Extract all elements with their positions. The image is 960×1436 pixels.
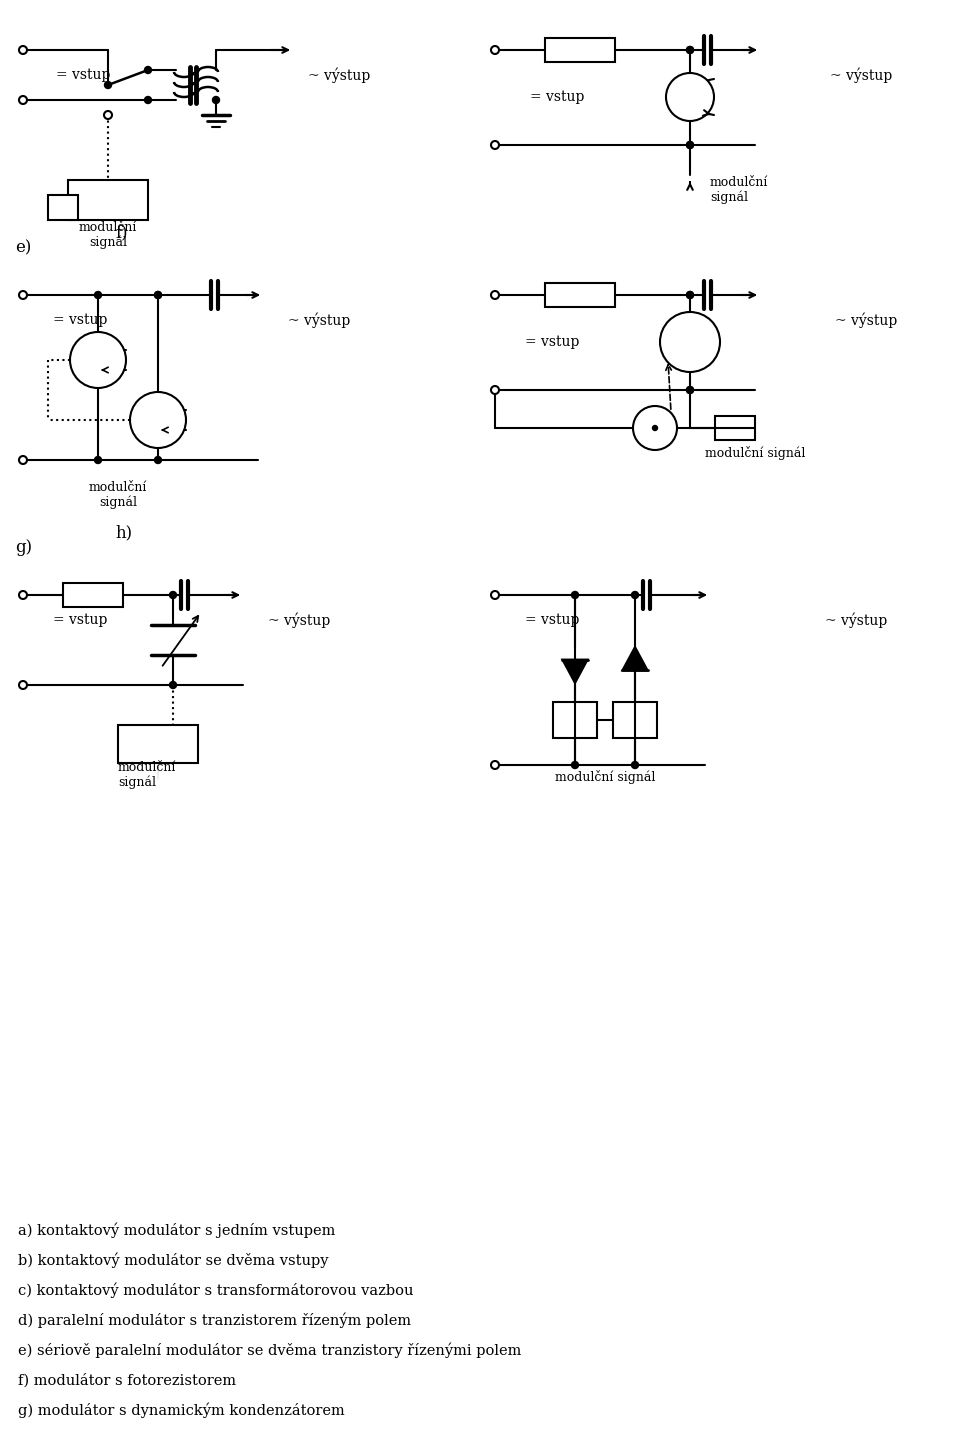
- Circle shape: [104, 111, 112, 119]
- Text: e) sériově paralelní modulátor se dvěma tranzistory řízenými polem: e) sériově paralelní modulátor se dvěma …: [18, 1343, 521, 1358]
- Circle shape: [491, 46, 499, 55]
- Circle shape: [19, 592, 27, 599]
- Circle shape: [686, 386, 693, 393]
- Circle shape: [155, 292, 161, 299]
- Text: = vstup: = vstup: [530, 90, 585, 103]
- Text: modulční
signál: modulční signál: [89, 481, 147, 510]
- Circle shape: [70, 332, 126, 388]
- Text: ~ výstup: ~ výstup: [308, 67, 371, 83]
- Circle shape: [632, 592, 638, 599]
- Circle shape: [491, 592, 499, 599]
- Text: c) kontaktový modulátor s transformátorovou vazbou: c) kontaktový modulátor s transformátoro…: [18, 1282, 414, 1298]
- Text: h): h): [115, 524, 132, 541]
- Text: b) kontaktový modulátor se dvěma vstupy: b) kontaktový modulátor se dvěma vstupy: [18, 1252, 328, 1268]
- Circle shape: [632, 761, 638, 768]
- Circle shape: [686, 292, 693, 299]
- Text: ~ výstup: ~ výstup: [288, 312, 350, 327]
- Text: g) modulátor s dynamickým kondenzátorem: g) modulátor s dynamickým kondenzátorem: [18, 1402, 345, 1417]
- Circle shape: [491, 386, 499, 393]
- Circle shape: [19, 457, 27, 464]
- Bar: [553, 702, 597, 738]
- Bar: [613, 702, 657, 738]
- Circle shape: [686, 142, 693, 148]
- Text: = vstup: = vstup: [56, 67, 110, 82]
- Text: modulční
signál: modulční signál: [710, 175, 768, 204]
- Circle shape: [94, 292, 102, 299]
- Text: ~ výstup: ~ výstup: [825, 612, 887, 628]
- Circle shape: [145, 66, 152, 73]
- Bar: [545, 37, 615, 62]
- Circle shape: [94, 457, 102, 464]
- Circle shape: [491, 761, 499, 770]
- Circle shape: [170, 592, 177, 599]
- Circle shape: [105, 82, 111, 89]
- Text: ~ výstup: ~ výstup: [835, 312, 898, 327]
- Circle shape: [170, 682, 177, 688]
- Bar: [68, 180, 148, 220]
- Polygon shape: [563, 659, 588, 684]
- Circle shape: [633, 406, 677, 449]
- Text: modulční
signál: modulční signál: [118, 761, 177, 790]
- Text: ~ výstup: ~ výstup: [830, 67, 892, 83]
- Text: f) modulátor s fotorezistorem: f) modulátor s fotorezistorem: [18, 1373, 236, 1387]
- Text: = vstup: = vstup: [53, 613, 108, 628]
- Circle shape: [491, 292, 499, 299]
- Circle shape: [491, 141, 499, 149]
- Circle shape: [130, 392, 186, 448]
- Circle shape: [155, 457, 161, 464]
- Text: modulční signál: modulční signál: [705, 447, 805, 460]
- Text: modulční
signál: modulční signál: [79, 221, 137, 250]
- Circle shape: [660, 312, 720, 372]
- Polygon shape: [622, 648, 648, 671]
- Circle shape: [212, 96, 220, 103]
- Circle shape: [653, 425, 658, 431]
- Text: = vstup: = vstup: [53, 313, 108, 327]
- Circle shape: [19, 46, 27, 55]
- Bar: [674, 327, 706, 356]
- Circle shape: [666, 73, 714, 121]
- Text: a) kontaktový modulátor s jedním vstupem: a) kontaktový modulátor s jedním vstupem: [18, 1222, 335, 1238]
- Text: f): f): [115, 224, 128, 241]
- Circle shape: [686, 46, 693, 53]
- Text: modulční signál: modulční signál: [555, 770, 655, 784]
- Bar: [118, 725, 198, 763]
- Circle shape: [19, 96, 27, 103]
- Bar: [715, 416, 755, 439]
- Circle shape: [686, 46, 693, 53]
- Text: g): g): [15, 540, 32, 557]
- Circle shape: [155, 292, 161, 299]
- Circle shape: [686, 386, 693, 393]
- Bar: [641, 419, 669, 437]
- Circle shape: [19, 292, 27, 299]
- Circle shape: [686, 292, 693, 299]
- Bar: [545, 283, 615, 307]
- Bar: [48, 195, 78, 220]
- Circle shape: [145, 96, 152, 103]
- Text: d) paralelní modulátor s tranzistorem řízeným polem: d) paralelní modulátor s tranzistorem ří…: [18, 1313, 411, 1328]
- Text: e): e): [15, 240, 32, 257]
- Text: = vstup: = vstup: [525, 613, 580, 628]
- Circle shape: [19, 681, 27, 689]
- Circle shape: [571, 761, 579, 768]
- Circle shape: [686, 142, 693, 148]
- Circle shape: [571, 592, 579, 599]
- Text: = vstup: = vstup: [525, 335, 580, 349]
- Text: ~ výstup: ~ výstup: [268, 612, 330, 628]
- Bar: [63, 583, 123, 607]
